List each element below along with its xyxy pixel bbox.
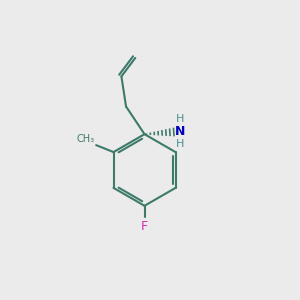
Text: CH₃: CH₃ — [77, 134, 95, 144]
Text: H: H — [176, 115, 184, 124]
Text: H: H — [176, 139, 184, 149]
Text: N: N — [175, 125, 185, 138]
Text: F: F — [141, 220, 148, 232]
